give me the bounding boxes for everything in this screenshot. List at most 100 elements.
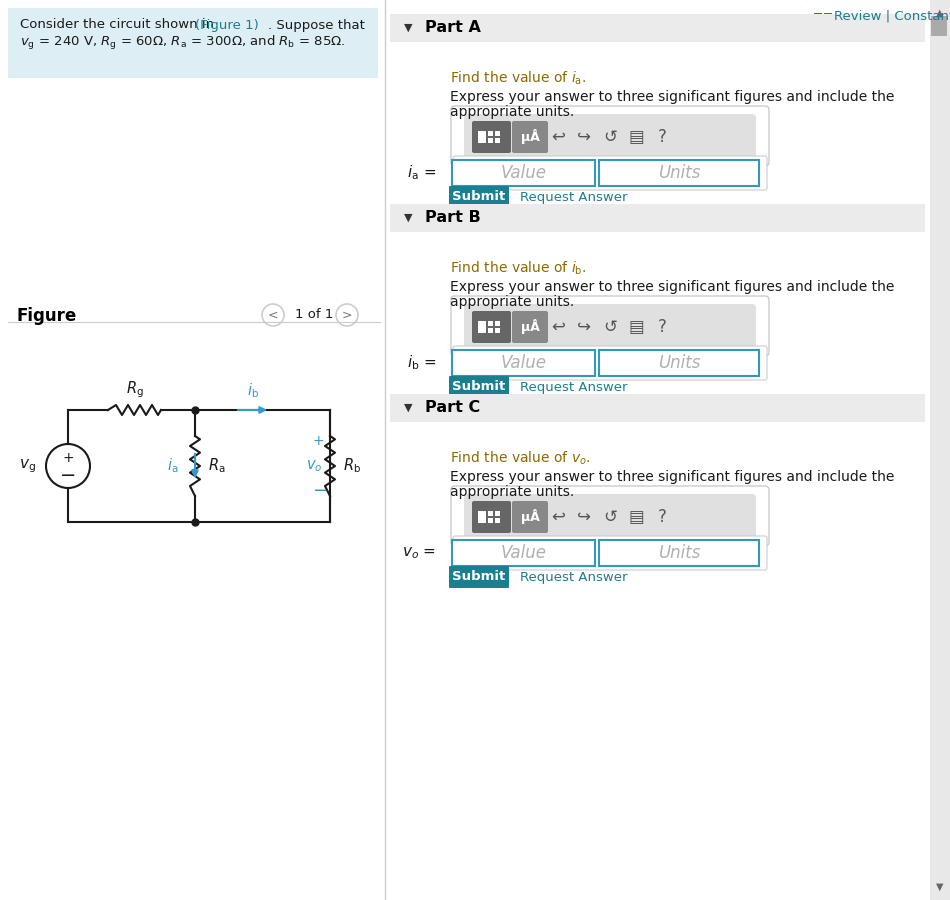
Bar [495, 518, 500, 523]
FancyBboxPatch shape [449, 186, 509, 208]
Text: $i_\mathrm{b}$ =: $i_\mathrm{b}$ = [407, 354, 436, 373]
Bar [488, 138, 493, 143]
Text: Units: Units [657, 544, 700, 562]
FancyBboxPatch shape [464, 304, 756, 348]
FancyBboxPatch shape [512, 501, 548, 533]
FancyBboxPatch shape [449, 566, 509, 588]
Bar [452, 160, 595, 186]
Text: ▲: ▲ [937, 8, 943, 18]
Text: Value: Value [501, 354, 546, 372]
FancyBboxPatch shape [453, 156, 767, 190]
Text: $i_\mathrm{a}$: $i_\mathrm{a}$ [166, 456, 178, 475]
Text: ▼: ▼ [404, 213, 412, 223]
FancyBboxPatch shape [512, 121, 548, 153]
Text: μÅ: μÅ [521, 320, 540, 335]
Text: Express your answer to three significant figures and include the: Express your answer to three significant… [450, 280, 894, 294]
Text: ↪: ↪ [577, 318, 591, 336]
Text: appropriate units.: appropriate units. [450, 485, 574, 499]
Text: Request Answer: Request Answer [520, 191, 628, 203]
Bar [488, 321, 493, 326]
Bar [495, 328, 500, 333]
Text: ?: ? [657, 318, 667, 336]
Text: ↩: ↩ [551, 318, 565, 336]
Text: Units: Units [657, 354, 700, 372]
FancyBboxPatch shape [451, 106, 769, 166]
Text: 1 of 1: 1 of 1 [295, 309, 333, 321]
Bar [488, 328, 493, 333]
Bar [495, 138, 500, 143]
Text: . Suppose that: . Suppose that [268, 19, 365, 32]
Text: ▼: ▼ [937, 882, 943, 892]
Text: Part B: Part B [425, 211, 481, 226]
FancyBboxPatch shape [449, 376, 509, 398]
Text: ?: ? [657, 128, 667, 146]
Text: ▤: ▤ [628, 508, 644, 526]
Bar [478, 321, 486, 333]
Text: +: + [312, 434, 324, 448]
Text: $R_\mathrm{a}$: $R_\mathrm{a}$ [208, 456, 225, 475]
Text: Submit: Submit [452, 381, 505, 393]
Bar [452, 540, 595, 566]
Text: $v_o$: $v_o$ [306, 458, 322, 473]
Text: Find the value of $i_\mathrm{b}$.: Find the value of $i_\mathrm{b}$. [450, 260, 586, 277]
Text: Find the value of $i_\mathrm{a}$.: Find the value of $i_\mathrm{a}$. [450, 70, 586, 87]
Bar [814, 13, 822, 23]
Bar [488, 511, 493, 516]
Bar [495, 511, 500, 516]
Text: Part C: Part C [425, 400, 481, 416]
Bar [478, 511, 486, 523]
FancyBboxPatch shape [464, 494, 756, 538]
FancyBboxPatch shape [451, 486, 769, 546]
Text: ↩: ↩ [551, 508, 565, 526]
Text: Find the value of $v_o$.: Find the value of $v_o$. [450, 450, 591, 467]
Bar [599, 350, 759, 376]
Text: (Figure 1): (Figure 1) [195, 19, 258, 32]
Text: $v_\mathrm{g}$: $v_\mathrm{g}$ [19, 457, 36, 475]
Text: $v_\mathrm{g}$ = 240 V, $R_\mathrm{g}$ = 60Ω, $R_\mathrm{a}$ = 300Ω, and $R_\mat: $v_\mathrm{g}$ = 240 V, $R_\mathrm{g}$ =… [20, 34, 346, 52]
FancyBboxPatch shape [8, 8, 378, 43]
FancyBboxPatch shape [472, 121, 511, 153]
Text: Review | Constants: Review | Constants [834, 10, 950, 22]
Text: ▼: ▼ [404, 403, 412, 413]
Text: ↪: ↪ [577, 508, 591, 526]
Text: $i_\mathrm{a}$ =: $i_\mathrm{a}$ = [407, 164, 436, 183]
Text: >: > [342, 309, 352, 321]
Bar [930, 0, 950, 900]
Text: ▤: ▤ [628, 318, 644, 336]
FancyBboxPatch shape [472, 501, 511, 533]
FancyBboxPatch shape [8, 43, 378, 78]
Text: Figure: Figure [16, 307, 76, 325]
Text: $i_\mathrm{b}$: $i_\mathrm{b}$ [247, 382, 258, 400]
Bar [599, 160, 759, 186]
Text: ↺: ↺ [603, 318, 617, 336]
Text: ?: ? [657, 508, 667, 526]
Text: ▼: ▼ [404, 23, 412, 33]
Text: Part A: Part A [425, 21, 481, 35]
Text: $R_\mathrm{b}$: $R_\mathrm{b}$ [343, 456, 361, 475]
Bar [478, 131, 486, 143]
Text: Express your answer to three significant figures and include the: Express your answer to three significant… [450, 470, 894, 484]
Bar [824, 13, 832, 23]
Text: Submit: Submit [452, 571, 505, 583]
Text: +: + [62, 451, 74, 465]
Text: ↺: ↺ [603, 128, 617, 146]
Text: Value: Value [501, 164, 546, 182]
Text: ↩: ↩ [551, 128, 565, 146]
Text: Request Answer: Request Answer [520, 381, 628, 393]
FancyBboxPatch shape [451, 296, 769, 356]
Text: appropriate units.: appropriate units. [450, 105, 574, 119]
Text: −: − [60, 465, 76, 484]
FancyBboxPatch shape [472, 311, 511, 343]
Text: $R_\mathrm{g}$: $R_\mathrm{g}$ [125, 380, 143, 400]
Text: μÅ: μÅ [521, 130, 540, 145]
FancyBboxPatch shape [464, 114, 756, 158]
Bar [390, 394, 925, 422]
Text: Request Answer: Request Answer [520, 571, 628, 583]
Bar [8, 8, 378, 78]
FancyBboxPatch shape [453, 346, 767, 380]
Text: Units: Units [657, 164, 700, 182]
Text: Value: Value [501, 544, 546, 562]
Text: <: < [268, 309, 278, 321]
Bar [452, 350, 595, 376]
Text: Consider the circuit shown in: Consider the circuit shown in [20, 19, 218, 32]
